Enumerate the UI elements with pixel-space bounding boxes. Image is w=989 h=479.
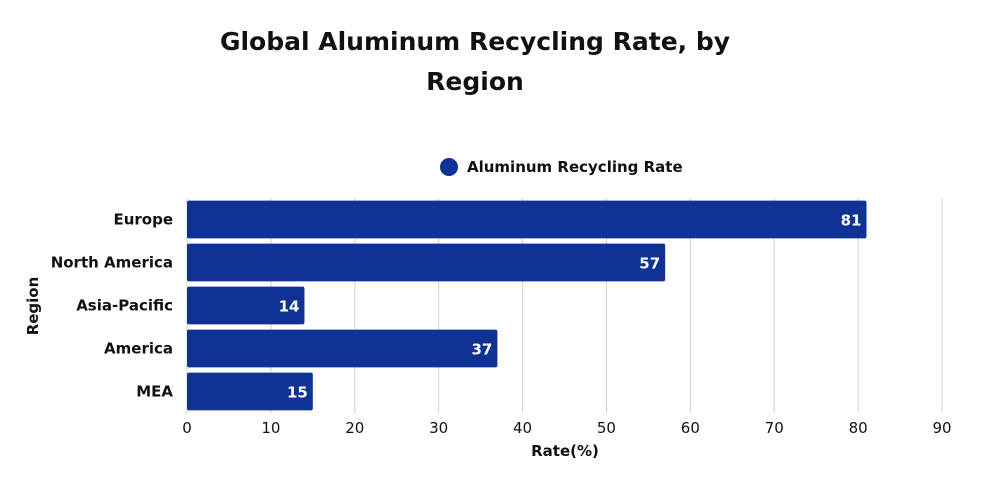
legend-marker xyxy=(440,158,458,176)
y-tick-label: Europe xyxy=(113,211,173,229)
bar xyxy=(187,286,305,325)
x-tick-label: 40 xyxy=(513,419,532,437)
bar xyxy=(187,200,867,239)
x-tick-label: 0 xyxy=(182,419,192,437)
y-tick-label: America xyxy=(104,340,173,358)
y-tick-label: MEA xyxy=(136,383,173,401)
x-tick-label: 10 xyxy=(261,419,280,437)
chart-title: Global Aluminum Recycling Rate, by Regio… xyxy=(0,22,950,102)
bar xyxy=(187,329,498,368)
chart-title-line-1: Global Aluminum Recycling Rate, by xyxy=(219,27,731,56)
legend-label: Aluminum Recycling Rate xyxy=(467,158,683,176)
y-axis-label: Region xyxy=(24,277,42,336)
data-label: 57 xyxy=(639,255,660,273)
y-tick-label: Asia-Pacific xyxy=(76,297,173,315)
data-label: 37 xyxy=(472,341,493,359)
x-axis-label: Rate(%) xyxy=(531,442,599,460)
x-tick-label: 60 xyxy=(681,419,700,437)
data-label: 15 xyxy=(287,384,308,402)
y-tick-label: North America xyxy=(51,254,173,272)
x-tick-label: 50 xyxy=(597,419,616,437)
bar xyxy=(187,372,313,411)
data-label: 14 xyxy=(279,298,300,316)
chart-title-line-2: Region xyxy=(426,67,524,96)
x-tick-label: 30 xyxy=(429,419,448,437)
x-tick-label: 70 xyxy=(765,419,784,437)
x-tick-label: 20 xyxy=(345,419,364,437)
data-label: 81 xyxy=(841,212,862,230)
x-tick-label: 80 xyxy=(849,419,868,437)
bar xyxy=(187,243,666,282)
x-tick-label: 90 xyxy=(932,419,951,437)
